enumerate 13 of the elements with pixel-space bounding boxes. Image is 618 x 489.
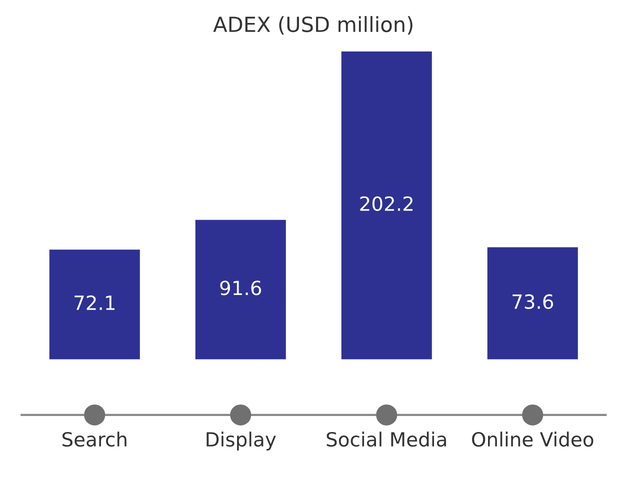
- x-tick-label: Social Media: [326, 432, 446, 447]
- data-label: 202.2: [360, 196, 413, 212]
- bar: [195, 220, 286, 360]
- chart-title: ADEX (USD million): [213, 16, 412, 35]
- bar: [341, 51, 432, 360]
- bar: [49, 250, 140, 360]
- x-tick-label: Display: [206, 432, 276, 450]
- data-label: 73.6: [512, 294, 554, 309]
- x-tick-label: Online Video: [472, 432, 594, 447]
- data-label: 91.6: [220, 280, 262, 296]
- x-tick-label: Search: [62, 432, 126, 447]
- data-label: 72.1: [74, 295, 114, 310]
- bar: [487, 247, 578, 360]
